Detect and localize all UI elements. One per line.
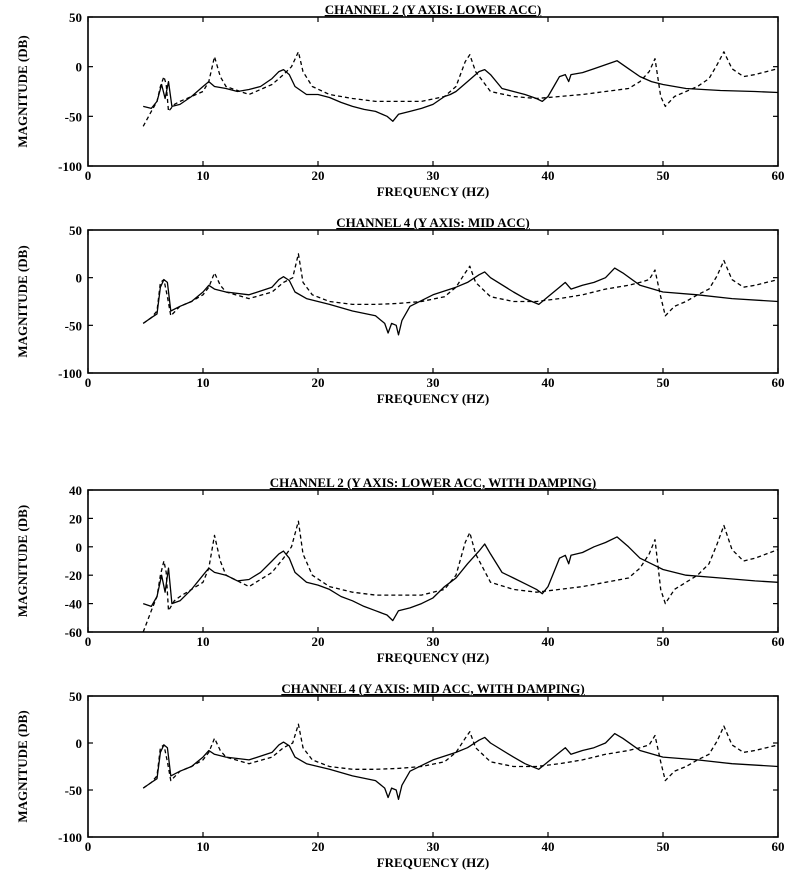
y-tick-label: 0	[76, 271, 83, 286]
plot-frame	[87, 489, 779, 633]
x-tick-label: 20	[312, 375, 325, 390]
y-tick-label: 50	[69, 689, 82, 704]
x-axis-label: FREQUENCY (HZ)	[377, 855, 490, 870]
chart-panel-1: 0 10 20 30 40 50 60 -100 -50 0 50 CHANNEL 2 (Y AXIS…	[15, 2, 785, 199]
x-axis-label: FREQUENCY (HZ)	[377, 650, 490, 665]
x-tick-label: 50	[657, 375, 670, 390]
x-tick-label: 60	[772, 839, 785, 854]
y-tick-label: -100	[58, 159, 82, 174]
chart-panel-2: 0 10 20 30 40 50 60 -100 -50 0 50 CHANNEL 4 (Y AXIS…	[15, 215, 785, 406]
chart-title: CHANNEL 4 (Y AXIS: MID ACC, WITH DAMPING…	[281, 681, 584, 696]
x-tick-label: 40	[542, 634, 555, 649]
dashed-series-line	[142, 253, 778, 324]
y-tick-label: -40	[65, 597, 82, 612]
dashed-series-line	[142, 520, 778, 632]
y-tick-label: -20	[65, 568, 82, 583]
y-tick-label: 0	[76, 736, 83, 751]
x-tick-label: 0	[85, 168, 92, 183]
x-tick-label: 30	[427, 375, 440, 390]
y-tick-label: -60	[65, 625, 82, 640]
x-tick-label: 10	[197, 634, 210, 649]
y-axis-label: MAGNITUDE (DB)	[15, 505, 30, 617]
dashed-series-line	[142, 51, 778, 127]
x-tick-label: 50	[657, 634, 670, 649]
x-tick-label: 10	[197, 168, 210, 183]
chart-panel-4: 0 10 20 30 40 50 60 -100 -50 0 50 CHANNEL 4 (Y AXIS…	[15, 681, 785, 870]
x-tick-label: 60	[772, 375, 785, 390]
y-axis-label: MAGNITUDE (DB)	[15, 710, 30, 822]
x-axis-label: FREQUENCY (HZ)	[377, 391, 490, 406]
x-tick-label: 60	[772, 168, 785, 183]
y-tick-label: -100	[58, 366, 82, 381]
chart-title: CHANNEL 4 (Y AXIS: MID ACC)	[336, 215, 529, 230]
solid-series-line	[142, 267, 778, 336]
chart-panel-3: 0 10 20 30 40 50 60 -60 -40 -20 0 20 40 CHANNEL 2 (Y …	[15, 475, 785, 665]
x-tick-label: 20	[312, 839, 325, 854]
x-tick-label: 40	[542, 375, 555, 390]
x-tick-label: 40	[542, 839, 555, 854]
y-tick-label: -50	[65, 783, 82, 798]
x-tick-label: 60	[772, 634, 785, 649]
y-tick-label: 20	[69, 511, 82, 526]
x-tick-label: 10	[197, 375, 210, 390]
x-tick-label: 0	[85, 375, 92, 390]
x-tick-label: 10	[197, 839, 210, 854]
solid-series-line	[142, 536, 778, 622]
plot-frame	[87, 16, 779, 167]
x-tick-label: 30	[427, 634, 440, 649]
y-tick-label: -50	[65, 318, 82, 333]
chart-title: CHANNEL 2 (Y AXIS: LOWER ACC, WITH DAMPI…	[270, 475, 596, 490]
x-tick-label: 50	[657, 839, 670, 854]
x-tick-label: 0	[85, 839, 92, 854]
chart-title: CHANNEL 2 (Y AXIS: LOWER ACC)	[325, 2, 542, 17]
y-tick-label: 50	[69, 223, 82, 238]
dashed-series-line	[142, 723, 778, 789]
y-tick-label: 0	[76, 540, 83, 555]
solid-series-line	[143, 60, 778, 122]
y-tick-label: -50	[65, 109, 82, 124]
solid-series-line	[142, 732, 778, 801]
x-tick-label: 50	[657, 168, 670, 183]
y-tick-label: 50	[69, 10, 82, 25]
x-tick-label: 30	[427, 168, 440, 183]
y-tick-label: -100	[58, 830, 82, 845]
x-tick-label: 0	[85, 634, 92, 649]
x-axis-label: FREQUENCY (HZ)	[377, 184, 490, 199]
x-tick-label: 30	[427, 839, 440, 854]
x-tick-label: 20	[312, 634, 325, 649]
y-tick-label: 0	[76, 60, 83, 75]
x-tick-label: 20	[312, 168, 325, 183]
y-axis-label: MAGNITUDE (DB)	[15, 35, 30, 147]
x-tick-label: 40	[542, 168, 555, 183]
y-axis-label: MAGNITUDE (DB)	[15, 245, 30, 357]
y-tick-label: 40	[69, 483, 82, 498]
